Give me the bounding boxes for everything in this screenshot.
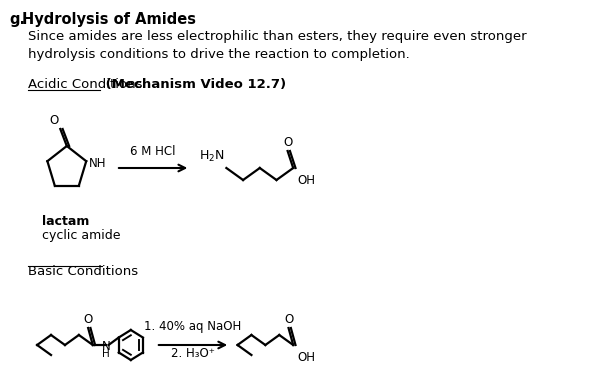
Text: 1. 40% aq NaOH: 1. 40% aq NaOH — [144, 320, 241, 333]
Text: Acidic Conditions: Acidic Conditions — [28, 78, 142, 91]
Text: O: O — [283, 136, 292, 149]
Text: H$_2$N: H$_2$N — [200, 149, 225, 164]
Text: H: H — [102, 349, 110, 359]
Text: O: O — [49, 114, 59, 127]
Text: O: O — [84, 313, 93, 326]
Text: N: N — [102, 340, 110, 353]
Text: Basic Conditions: Basic Conditions — [28, 265, 138, 278]
Text: Since amides are less electrophilic than esters, they require even stronger
hydr: Since amides are less electrophilic than… — [28, 30, 527, 61]
Text: OH: OH — [297, 351, 315, 364]
Text: g.: g. — [9, 12, 25, 27]
Text: 6 M HCl: 6 M HCl — [131, 145, 176, 158]
Text: lactam: lactam — [42, 215, 89, 228]
Text: OH: OH — [297, 174, 315, 187]
Text: NH: NH — [89, 157, 107, 170]
Text: 2. H₃O⁺: 2. H₃O⁺ — [171, 347, 215, 360]
Text: cyclic amide: cyclic amide — [42, 229, 120, 242]
Text: Hydrolysis of Amides: Hydrolysis of Amides — [22, 12, 197, 27]
Text: (Mechanism Video 12.7): (Mechanism Video 12.7) — [101, 78, 286, 91]
Text: O: O — [284, 313, 293, 326]
